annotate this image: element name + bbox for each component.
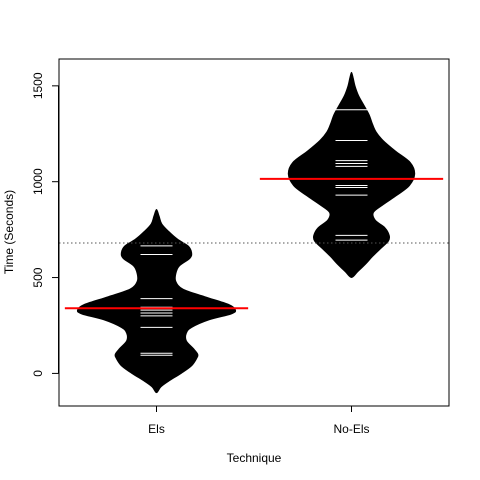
group-means-layer [64, 177, 444, 310]
y-tick-label: 0 [31, 370, 45, 377]
y-axis: 0 500 1000 1500 [31, 72, 59, 377]
y-tick-label: 1000 [31, 168, 45, 195]
y-tick-label: 1500 [31, 72, 45, 99]
x-axis-label: Technique [227, 451, 282, 465]
x-tick-label-no-els: No-Els [333, 422, 369, 436]
bean-no-els [287, 71, 416, 279]
x-tick-label-els: Els [148, 422, 165, 436]
y-axis-label: Time (Seconds) [2, 190, 16, 274]
y-tick-label: 500 [31, 267, 45, 287]
x-axis: Els No-Els [148, 406, 370, 436]
beans-layer [76, 71, 416, 394]
bean-els [76, 208, 237, 394]
